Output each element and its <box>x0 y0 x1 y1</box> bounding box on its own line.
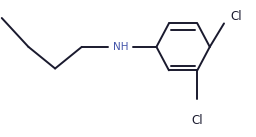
Text: NH: NH <box>113 42 129 52</box>
Text: Cl: Cl <box>191 114 203 127</box>
Text: Cl: Cl <box>231 10 242 23</box>
